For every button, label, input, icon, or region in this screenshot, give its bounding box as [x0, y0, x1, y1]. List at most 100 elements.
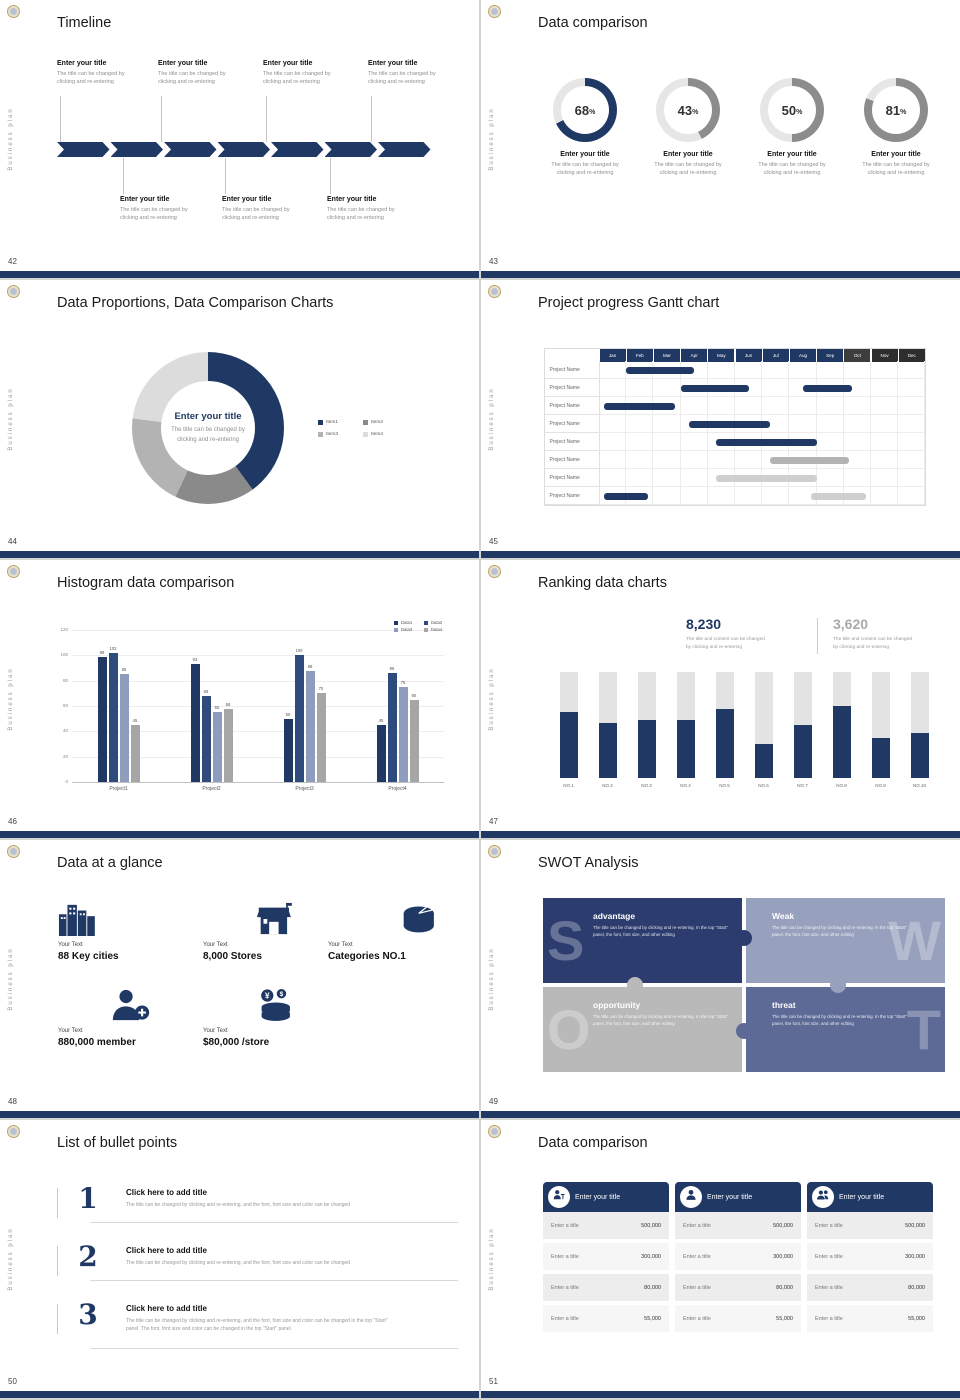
store-icon — [255, 902, 338, 938]
ranking-stat: 8,230 The title and content can be change… — [686, 616, 811, 652]
donut-value: 43% — [677, 102, 699, 118]
data-card: Enter your title Enter a title 500,000 Ente… — [543, 1182, 669, 1340]
gantt-cell — [626, 379, 654, 397]
timeline-entry-desc: The title can be changed by clicking and … — [327, 206, 395, 222]
gantt-cell — [680, 451, 708, 469]
gantt-cell — [871, 433, 899, 451]
gantt-bar — [604, 402, 676, 410]
sidebar-vertical-text: Business plan — [8, 387, 14, 451]
gantt-cell — [653, 379, 681, 397]
logo-icon — [488, 1125, 501, 1138]
legend-label: Item4 — [371, 432, 383, 437]
donut-stat: 68% Enter your title The title can be chan… — [537, 78, 633, 178]
categories-icon — [398, 902, 463, 938]
histogram-bar — [108, 652, 118, 782]
footer-bar — [0, 1111, 479, 1118]
slide-title: Ranking data charts — [538, 575, 667, 591]
y-axis-label: 120 — [60, 627, 68, 632]
bar-value-label: 45 — [132, 718, 138, 723]
card-title: Enter your title — [575, 1193, 621, 1201]
legend-swatch — [424, 627, 428, 632]
sidebar-vertical-text: Business plan — [8, 1227, 14, 1291]
card-row: Enter a title 55,000 — [675, 1305, 801, 1332]
timeline-entry-desc: The title can be changed by clicking and … — [368, 70, 436, 86]
stat-value: Categories NO.1 — [328, 951, 406, 962]
gantt-cell — [707, 451, 735, 469]
gantt-row-label: Project Name — [544, 433, 600, 451]
slide-51-data-comparison-cards[interactable]: Data comparison Business plan 51 Enter you… — [481, 1120, 960, 1398]
gantt-row-label: Project Name — [544, 397, 600, 415]
slide-47-ranking-charts[interactable]: Ranking data charts Business plan 47 8,230… — [481, 560, 960, 838]
ranking-bar-fill — [754, 744, 773, 778]
swot-letter-T: T — [906, 997, 941, 1061]
page-number: 45 — [489, 537, 498, 546]
proportion-center-title: Enter your title — [174, 410, 242, 422]
card-row: Enter a title 300,000 — [543, 1243, 669, 1270]
donut-desc: The title can be changed by clicking and … — [862, 161, 930, 177]
gantt-cell — [762, 415, 790, 433]
gantt-cell — [653, 487, 681, 505]
card-icon-circle — [680, 1186, 702, 1208]
gantt-cell — [871, 487, 899, 505]
histogram-bar — [97, 656, 107, 782]
legend-item: Item1 — [318, 420, 351, 425]
timeline-year-2022 — [271, 142, 324, 157]
card-body: Enter a title 500,000 Enter a title 300,000… — [543, 1212, 669, 1336]
ranking-bar-fill — [715, 709, 734, 778]
slide-44-data-proportions[interactable]: Data Proportions, Data Comparison Charts… — [0, 280, 479, 558]
card-title: Enter your title — [839, 1193, 885, 1201]
card-row: Enter a title 300,000 — [675, 1243, 801, 1270]
timeline-entry-desc: The title can be changed by clicking and … — [57, 70, 125, 86]
logo-icon — [7, 1125, 20, 1138]
stat-label: Your Text — [203, 1028, 228, 1034]
legend-item: Item3 — [318, 432, 351, 437]
item-number: 3 — [78, 1298, 98, 1331]
item-title: Click here to add title — [126, 1304, 207, 1313]
x-axis-label: NO.10 — [912, 783, 926, 788]
slide-42-timeline[interactable]: Timeline Business plan 42 Enter your title… — [0, 0, 479, 278]
slide-46-histogram[interactable]: Histogram data comparison Business plan 4… — [0, 560, 479, 838]
item-accent-line — [57, 1246, 58, 1276]
ranking-desc: The title and content can be changed by c… — [833, 637, 912, 650]
slide-48-data-at-a-glance[interactable]: Data at a glance Business plan 48 Your Tex… — [0, 840, 479, 1118]
gantt-cell — [898, 397, 926, 415]
gantt-cell — [816, 397, 844, 415]
gantt-cell — [599, 469, 627, 487]
slide-50-bullet-points[interactable]: List of bullet points Business plan 50 1 Cl… — [0, 1120, 479, 1398]
slide-45-gantt-chart[interactable]: Project progress Gantt chart Business pl… — [481, 280, 960, 558]
swot-piece-Weak: W Weak The title can be changed by clickin… — [746, 898, 945, 983]
slide-title: Data at a glance — [57, 855, 163, 871]
swot-title: Weak — [772, 911, 795, 921]
swot-letter-S: S — [547, 908, 585, 972]
stat-label: Your Text — [58, 1028, 83, 1034]
slide-43-data-comparison[interactable]: Data comparison Business plan 43 68% Enter … — [481, 0, 960, 278]
gantt-bar — [803, 384, 852, 392]
timeline-connector — [123, 158, 124, 194]
x-axis-label: Project1 — [109, 786, 128, 792]
item-title: Click here to add title — [126, 1188, 207, 1197]
page-number: 47 — [489, 817, 498, 826]
legend-swatch — [394, 620, 398, 625]
histogram-bar — [398, 687, 408, 782]
gantt-cell — [735, 361, 763, 379]
bar-value-label: 86 — [389, 666, 395, 672]
row-value: 300,000 — [773, 1253, 793, 1260]
gantt-cell — [653, 415, 681, 433]
gantt-cell — [762, 361, 790, 379]
bar-value-label: 70 — [318, 686, 324, 692]
gantt-cell — [599, 415, 627, 433]
ranking-stat: 3,620 The title and content can be change… — [833, 616, 958, 652]
money-icon: ¥ $ — [255, 988, 338, 1024]
legend-swatch — [318, 432, 323, 437]
ranking-bar-fill — [598, 722, 617, 778]
stat-value: 880,000 member — [58, 1037, 136, 1048]
page-number: 48 — [8, 1097, 17, 1106]
item-underline — [90, 1280, 458, 1281]
divider — [817, 618, 818, 654]
legend-swatch — [318, 420, 323, 425]
row-value: 80,000 — [644, 1284, 661, 1291]
y-axis-label: 80 — [62, 677, 68, 683]
gantt-month-header: Dec — [898, 348, 925, 362]
gantt-cell — [599, 379, 627, 397]
